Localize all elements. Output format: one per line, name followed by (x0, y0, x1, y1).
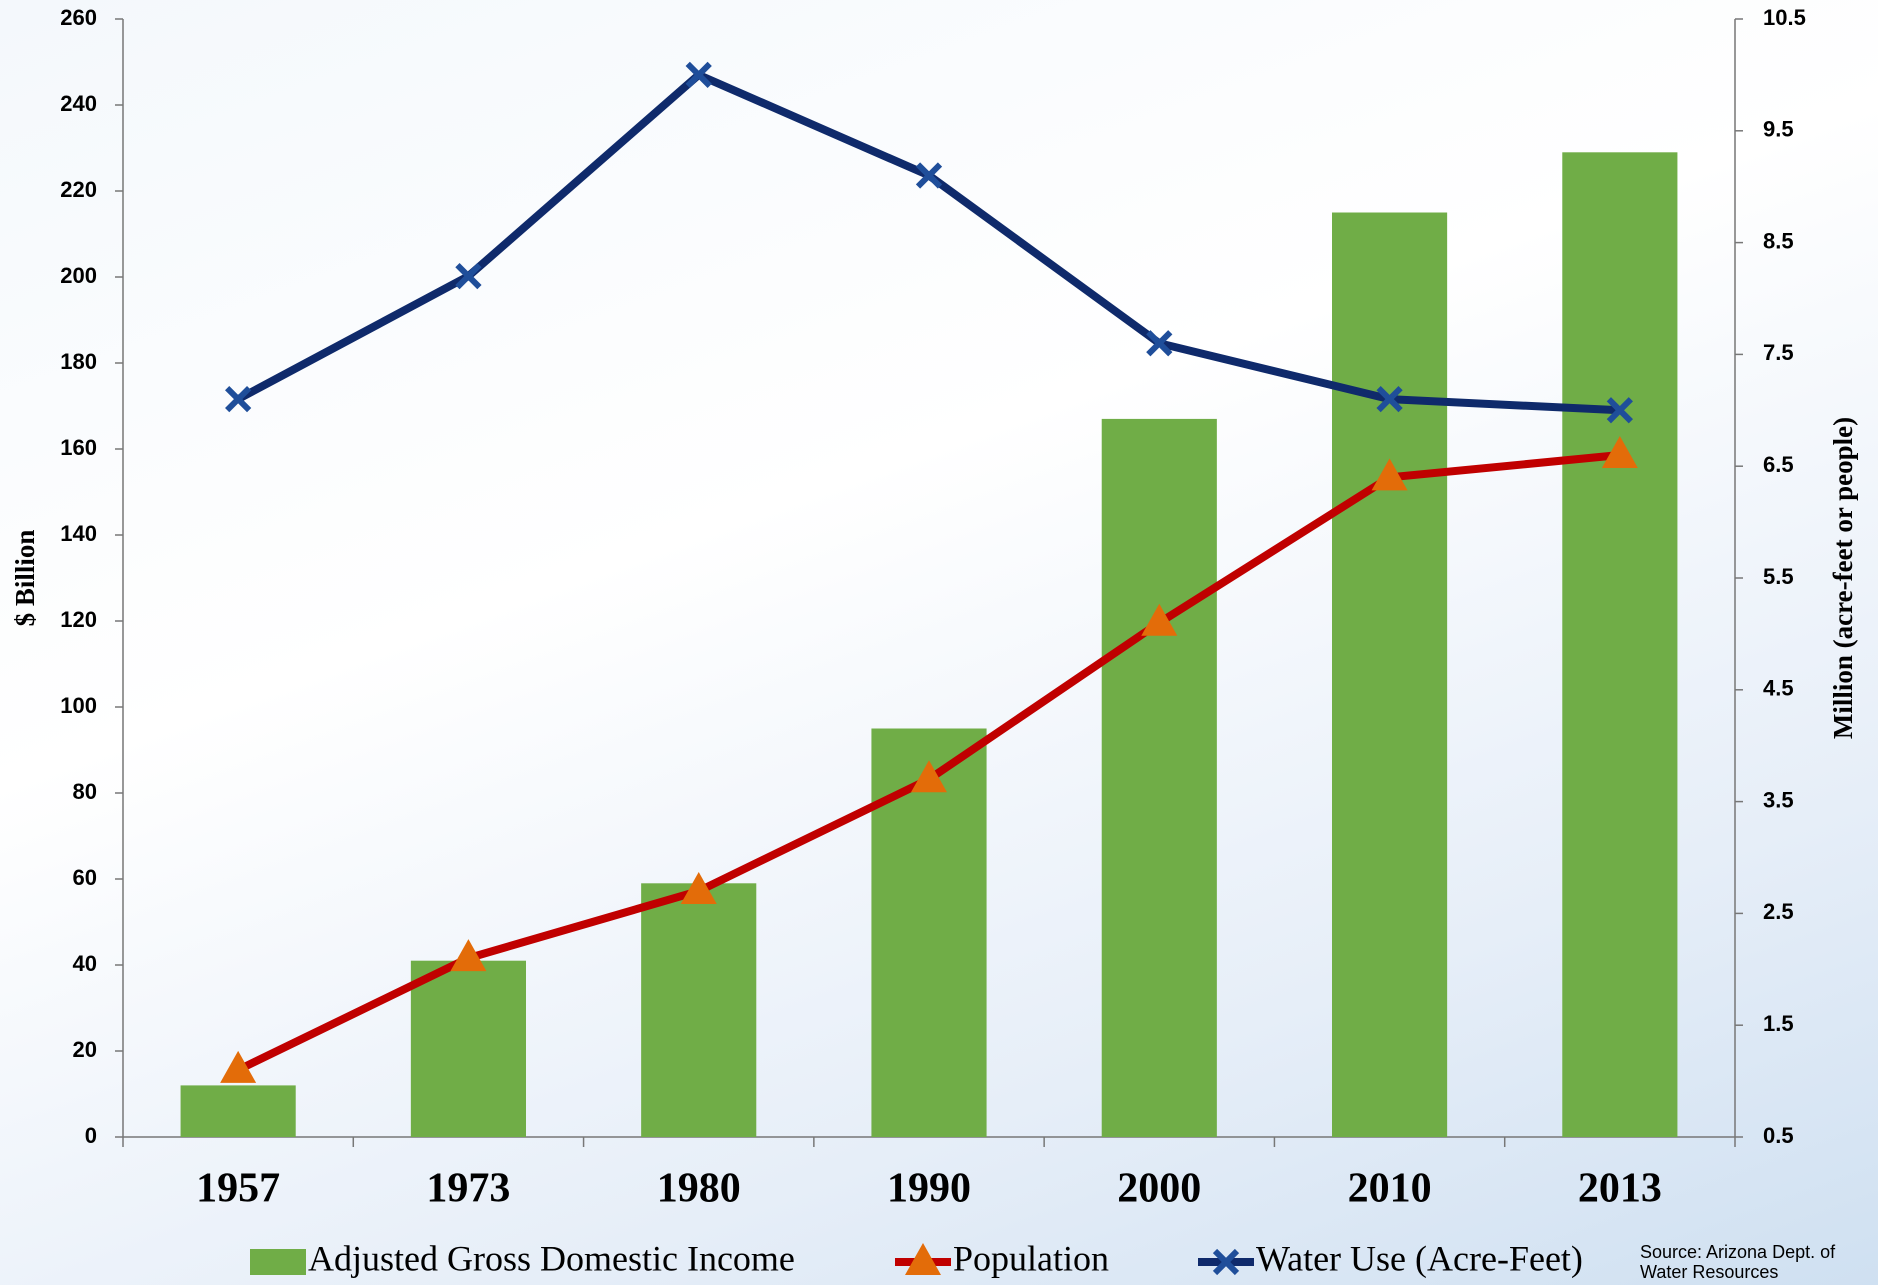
y2-tick-label: 9.5 (1763, 117, 1794, 142)
y-tick-label: 260 (60, 5, 97, 30)
y2-tick-label: 8.5 (1763, 228, 1794, 253)
y2-tick-label: 1.5 (1763, 1011, 1794, 1036)
y-tick-label: 80 (73, 779, 97, 804)
legend-label: Population (953, 1238, 1109, 1278)
legend-swatch (250, 1249, 306, 1275)
bar (411, 961, 526, 1137)
x-tick-label: 1957 (196, 1166, 280, 1212)
y-tick-label: 40 (73, 951, 97, 976)
bar (1332, 213, 1447, 1138)
y-tick-label: 120 (60, 607, 97, 632)
y-tick-label: 160 (60, 435, 97, 460)
y-tick-label: 240 (60, 91, 97, 116)
y2-tick-label: 5.5 (1763, 564, 1794, 589)
y2-axis-title: Million (acre-feet or people) (1828, 417, 1858, 739)
bar (181, 1085, 296, 1137)
y-tick-label: 100 (60, 693, 97, 718)
x-tick-label: 2010 (1348, 1166, 1432, 1212)
bar (641, 883, 756, 1137)
y2-tick-label: 4.5 (1763, 676, 1794, 701)
y-tick-label: 140 (60, 521, 97, 546)
x-tick-label: 2013 (1578, 1166, 1662, 1212)
x-tick-label: 1980 (657, 1166, 741, 1212)
y2-tick-label: 7.5 (1763, 340, 1794, 365)
y2-tick-label: 3.5 (1763, 787, 1794, 812)
bar (1562, 152, 1677, 1137)
y-tick-label: 220 (60, 177, 97, 202)
y2-tick-label: 10.5 (1763, 5, 1806, 30)
y2-tick-label: 6.5 (1763, 452, 1794, 477)
bar (1102, 419, 1217, 1137)
y-tick-label: 180 (60, 349, 97, 374)
chart: $ Billion Million (acre-feet or people) … (0, 0, 1878, 1285)
y2-tick-label: 2.5 (1763, 899, 1794, 924)
y-tick-label: 200 (60, 263, 97, 288)
x-tick-label: 1973 (426, 1166, 510, 1212)
y-tick-label: 20 (73, 1037, 97, 1062)
page: $ Billion Million (acre-feet or people) … (0, 0, 1878, 1285)
y-tick-label: 0 (85, 1123, 97, 1148)
y2-tick-label: 0.5 (1763, 1123, 1794, 1148)
legend-label: Adjusted Gross Domestic Income (308, 1238, 795, 1278)
x-tick-label: 1990 (887, 1166, 971, 1212)
source-note: Source: Arizona Dept. of Water Resources (1640, 1242, 1876, 1285)
y-axis-title: $ Billion (10, 530, 40, 627)
y-tick-label: 60 (73, 865, 97, 890)
x-tick-label: 2000 (1117, 1166, 1201, 1212)
legend-label: Water Use (Acre-Feet) (1256, 1238, 1583, 1278)
